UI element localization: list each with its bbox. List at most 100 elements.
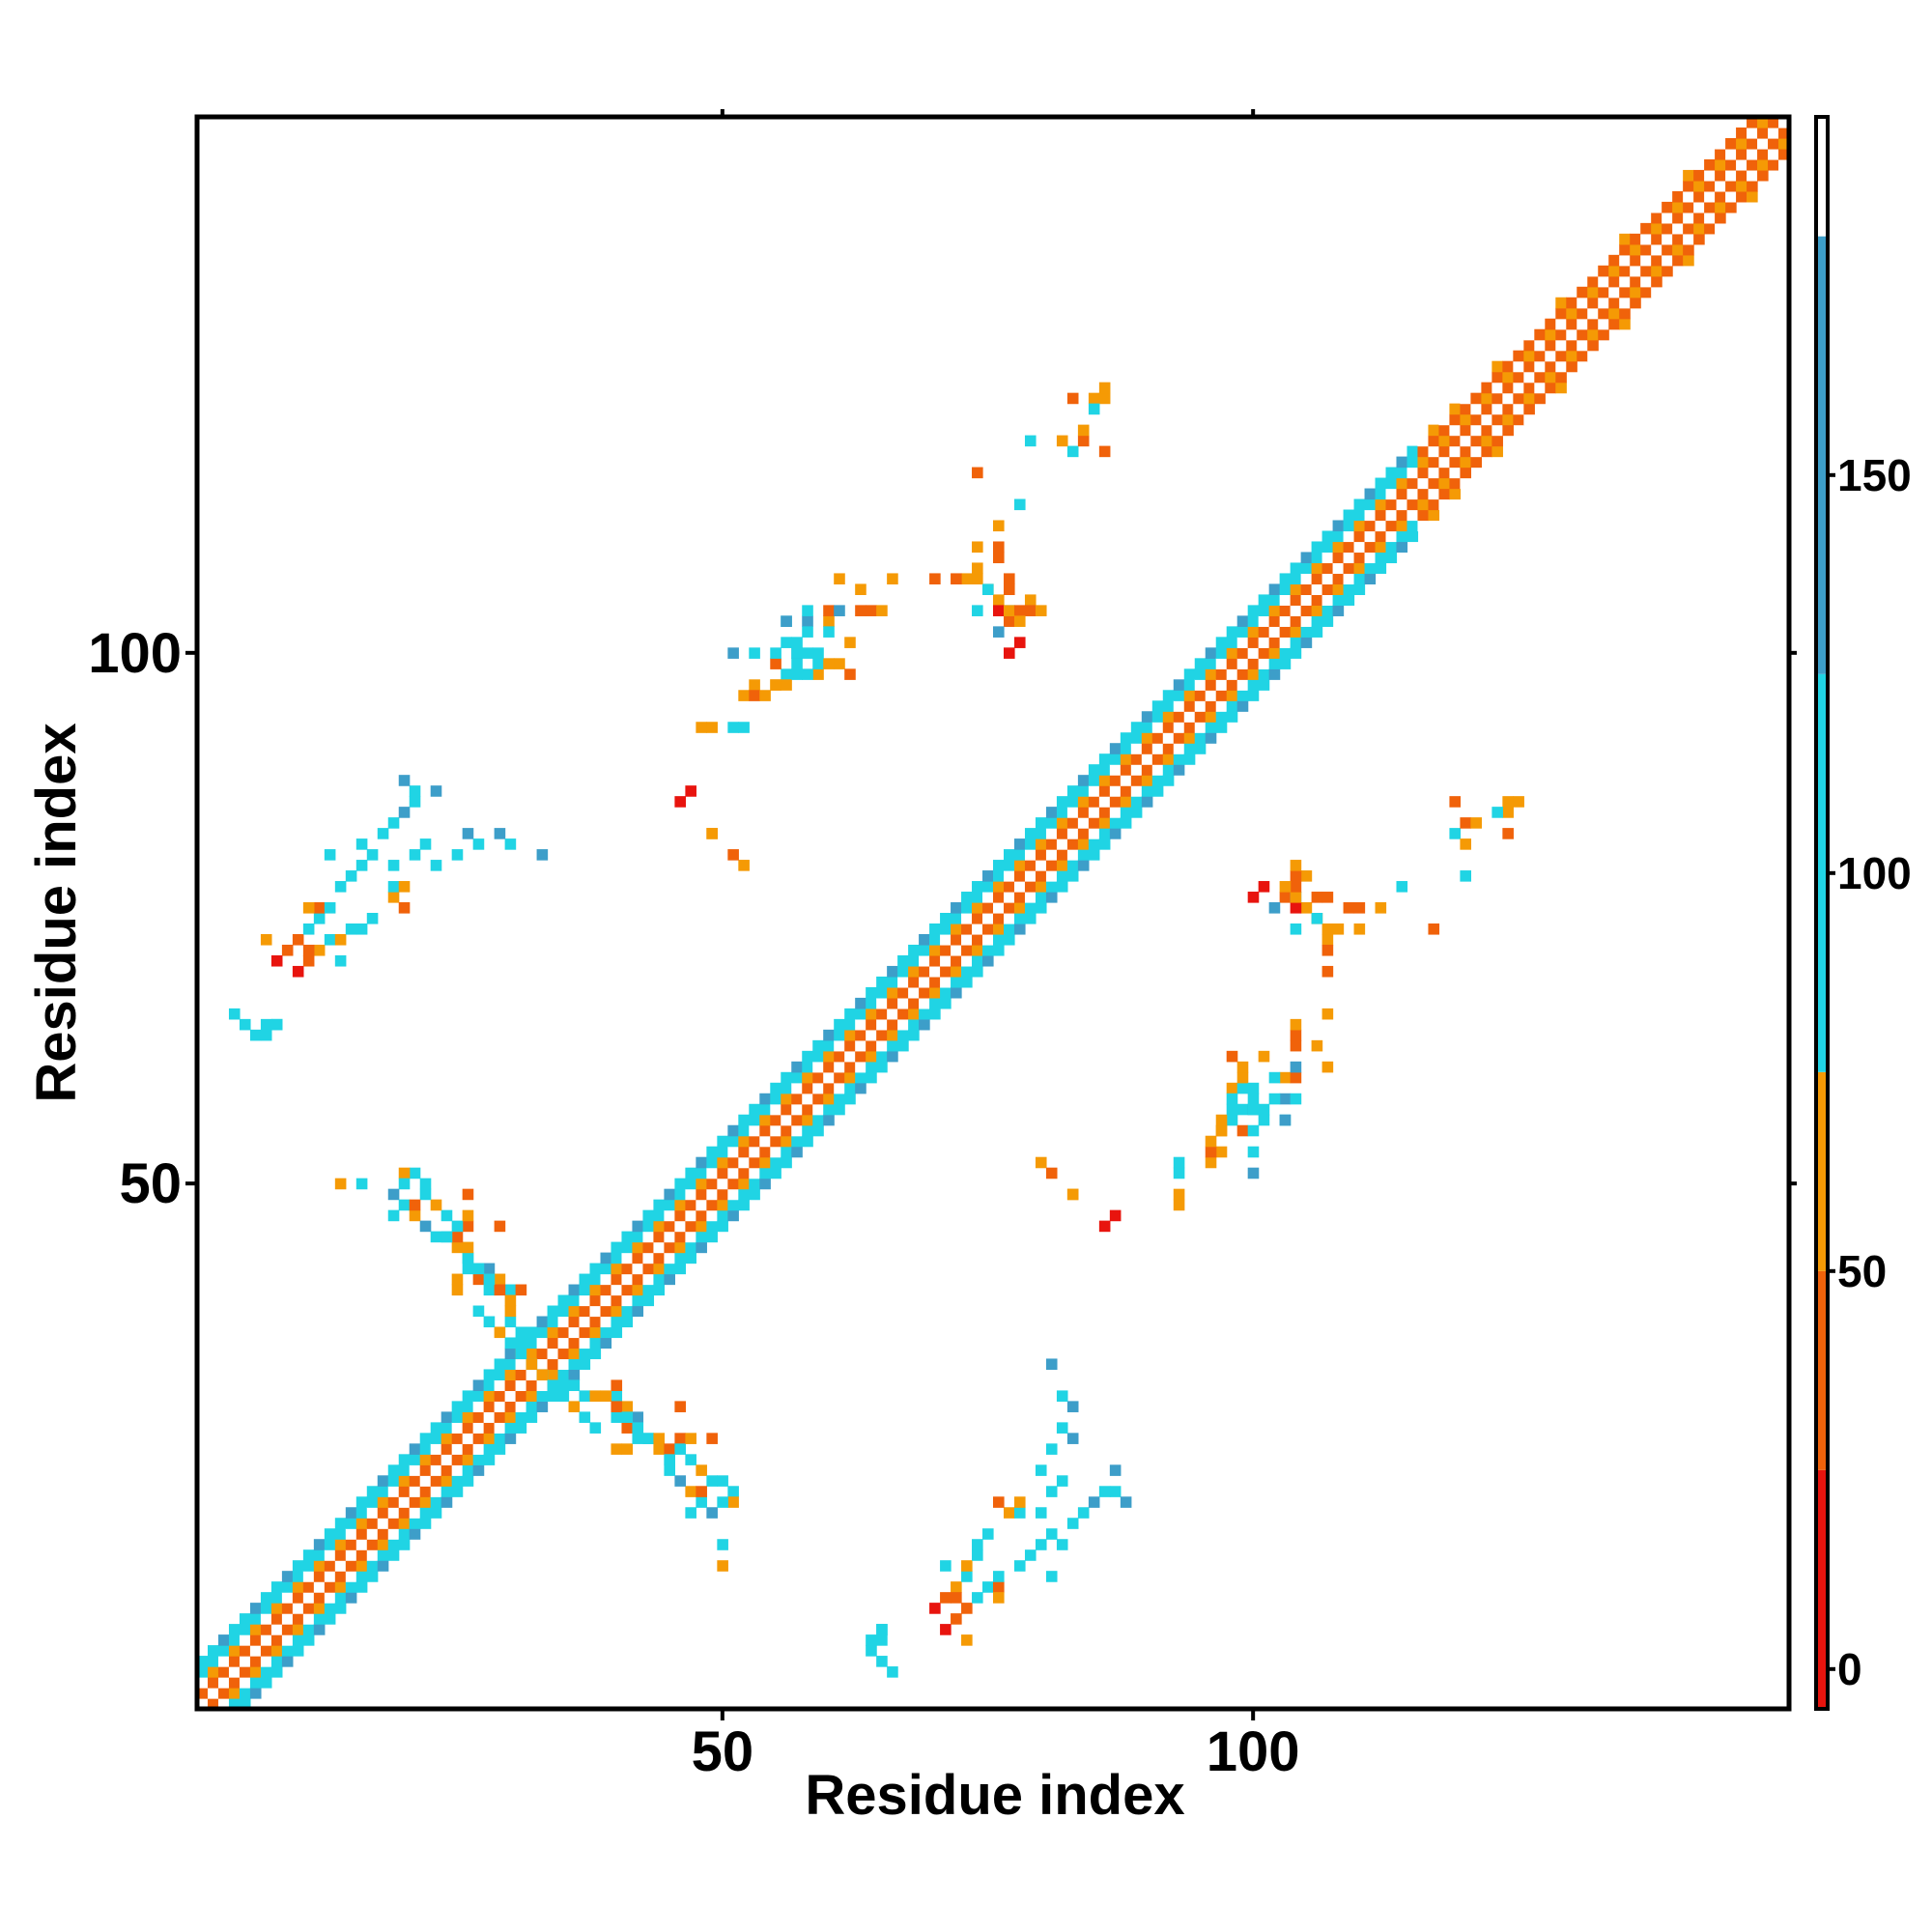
heatmap-cell <box>1151 743 1164 754</box>
heatmap-cell <box>919 1018 930 1031</box>
heatmap-cell <box>685 1188 696 1201</box>
heatmap-cell <box>249 1613 262 1625</box>
x-tick-label: 100 <box>1207 1720 1300 1783</box>
heatmap-cell <box>526 1358 538 1371</box>
heatmap-cell <box>781 1071 792 1084</box>
heatmap-cell <box>972 1549 983 1561</box>
heatmap-cell <box>1353 902 1366 914</box>
heatmap-cell <box>1672 254 1684 267</box>
heatmap-cell <box>972 902 983 914</box>
heatmap-cell <box>866 997 877 1009</box>
heatmap-cell <box>228 1666 241 1678</box>
heatmap-cell <box>579 1348 591 1360</box>
heatmap-cell <box>611 1443 623 1455</box>
heatmap-cell <box>1332 583 1345 595</box>
heatmap-cell <box>557 1390 570 1402</box>
heatmap-cell <box>1141 796 1153 808</box>
heatmap-cell <box>366 913 379 924</box>
heatmap-cell <box>1311 594 1323 606</box>
heatmap-cell <box>834 1103 845 1116</box>
heatmap-cell <box>1226 626 1238 638</box>
heatmap-cell <box>993 594 1005 606</box>
heatmap-cell <box>292 1603 304 1614</box>
heatmap-cell <box>260 1603 272 1614</box>
heatmap-cell <box>993 1496 1005 1508</box>
heatmap-cell <box>1385 477 1398 490</box>
heatmap-cell <box>1438 488 1451 500</box>
heatmap-cell <box>951 933 962 946</box>
heatmap-cell <box>1035 1156 1047 1169</box>
heatmap-cell <box>738 1146 750 1158</box>
heatmap-cell <box>1768 137 1779 150</box>
heatmap-cell <box>197 1656 209 1667</box>
heatmap-cell <box>1162 743 1175 754</box>
heatmap-cell <box>292 1592 304 1604</box>
heatmap-cell <box>1290 1071 1302 1084</box>
heatmap-cell <box>717 1146 728 1158</box>
heatmap-cell <box>1151 775 1164 786</box>
heatmap-cell <box>834 605 845 616</box>
heatmap-cell <box>632 1411 644 1423</box>
heatmap-cell <box>1747 180 1758 192</box>
heatmap-cell <box>1162 753 1175 765</box>
heatmap-cell <box>494 1358 506 1371</box>
heatmap-cell <box>685 1199 696 1211</box>
heatmap-cell <box>1183 690 1196 701</box>
heatmap-cell <box>1630 297 1641 309</box>
heatmap-cell <box>1343 562 1355 575</box>
heatmap-cell <box>398 1475 411 1487</box>
heatmap-cell <box>791 1114 803 1126</box>
heatmap-cell <box>674 1199 686 1211</box>
heatmap-cell <box>472 1305 485 1318</box>
heatmap-cell <box>1353 562 1366 575</box>
heatmap-cell <box>706 722 718 733</box>
heatmap-cell <box>387 860 400 871</box>
heatmap-cell <box>1385 488 1398 500</box>
heatmap-cell <box>292 1560 304 1572</box>
heatmap-cell <box>324 1560 336 1572</box>
heatmap-cell <box>632 1284 644 1296</box>
heatmap-cell <box>440 1475 453 1487</box>
heatmap-cell <box>324 1581 336 1593</box>
heatmap-cell <box>270 1603 283 1614</box>
heatmap-cell <box>1130 753 1143 765</box>
heatmap-cell <box>1417 467 1430 479</box>
heatmap-cell <box>515 1379 527 1391</box>
heatmap-cell <box>1321 965 1334 978</box>
heatmap-cell <box>1013 838 1026 850</box>
heatmap-cell <box>972 944 983 956</box>
heatmap-cell <box>409 1199 421 1211</box>
heatmap-cell <box>611 1390 623 1402</box>
heatmap-cell <box>249 1634 262 1646</box>
heatmap-cell <box>1321 541 1334 554</box>
heatmap-cell <box>515 1369 527 1381</box>
heatmap-cell <box>377 1518 389 1529</box>
heatmap-cell <box>1013 1507 1026 1519</box>
heatmap-cell <box>1013 1496 1026 1508</box>
heatmap-cell <box>1258 637 1270 648</box>
heatmap-cell <box>940 1592 952 1604</box>
heatmap-cell <box>292 1571 304 1582</box>
heatmap-cell <box>494 1284 506 1296</box>
heatmap-cell <box>1024 870 1037 882</box>
heatmap-cell <box>1757 148 1769 160</box>
heatmap-cell <box>483 1454 496 1465</box>
heatmap-cell <box>993 944 1005 956</box>
heatmap-cell <box>515 1337 527 1350</box>
heatmap-cell <box>270 954 283 967</box>
heatmap-cell <box>1502 360 1514 373</box>
heatmap-cell <box>1481 382 1492 394</box>
heatmap-cell <box>281 1581 294 1593</box>
heatmap-cell <box>887 965 898 978</box>
heatmap-cell <box>1683 169 1694 182</box>
heatmap-cell <box>536 1401 549 1412</box>
heatmap-cell <box>823 1071 835 1084</box>
heatmap-cell <box>1205 722 1217 733</box>
heatmap-cell <box>600 1294 612 1307</box>
heatmap-cell <box>1098 1486 1111 1497</box>
heatmap-cell <box>557 1337 570 1350</box>
heatmap-cell <box>1725 158 1737 171</box>
heatmap-cell <box>1258 668 1270 680</box>
heatmap-cell <box>982 954 994 967</box>
heatmap-cell <box>313 944 326 956</box>
